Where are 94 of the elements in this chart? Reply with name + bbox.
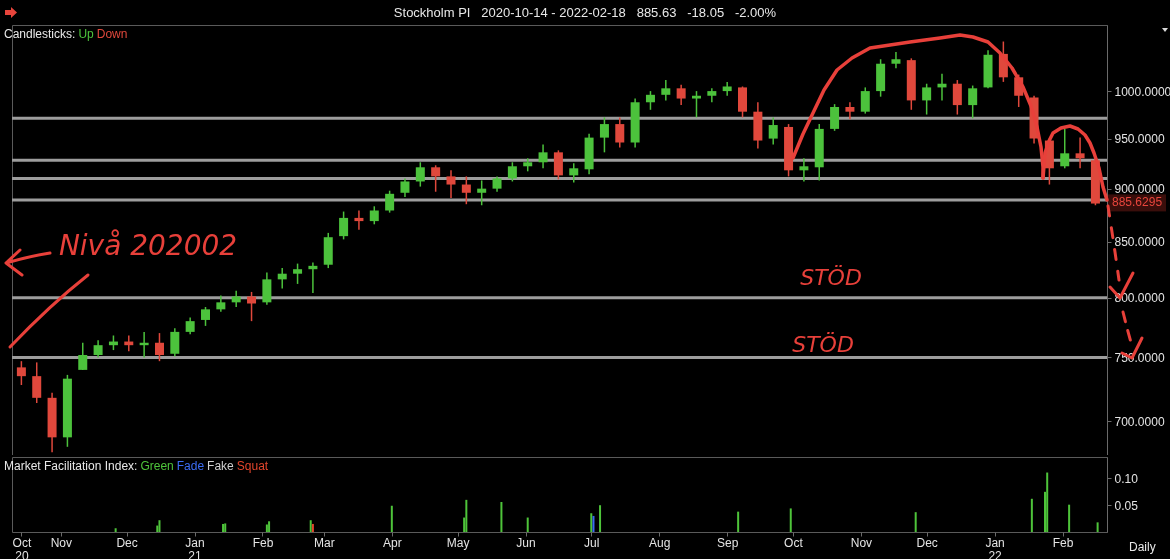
x-tick-label: Apr [382, 535, 402, 550]
x-tick-label: Jun [516, 535, 536, 550]
candlestick [262, 271, 272, 306]
legend-label: Fake [207, 459, 234, 473]
bar [390, 505, 393, 532]
bar [465, 499, 468, 532]
candlestick [400, 177, 410, 198]
candlestick [645, 90, 655, 111]
candlestick [415, 161, 425, 188]
candlestick [477, 179, 487, 206]
candlestick [431, 164, 441, 193]
bar [1096, 522, 1099, 532]
candlestick [661, 79, 671, 102]
x-tick-label: Feb [252, 535, 274, 550]
candlestick [78, 342, 88, 371]
annotation: STÖD [800, 264, 862, 291]
y-tick-label: 1000.0000 [1114, 84, 1170, 99]
text: Squat [236, 459, 269, 473]
candlestick [799, 157, 809, 183]
candlestick [891, 51, 901, 69]
x-tick-label: Dec [916, 535, 938, 550]
candlestick [599, 116, 609, 154]
y-tick-label: 700.0000 [1114, 414, 1165, 429]
x-tick-label: Aug [649, 535, 671, 550]
text: Fade [176, 459, 205, 473]
bar [265, 524, 268, 532]
x-tick-label: Jan 21 [185, 535, 205, 559]
bar [114, 528, 117, 532]
candlestick [354, 209, 364, 231]
text: 885.6295 [1108, 194, 1167, 212]
legend-title: Market Facilitation Index: [4, 459, 138, 473]
x-tick-label: Oct 20 [12, 535, 32, 559]
candlestick [308, 261, 318, 294]
annotation: STÖD [792, 331, 854, 358]
text: Down [96, 27, 128, 41]
text: Green [140, 459, 174, 473]
candlestick [1060, 128, 1070, 170]
candlestick [768, 116, 778, 146]
bar [1046, 472, 1049, 532]
candlestick [293, 262, 303, 285]
x-tick-label: Nov [850, 535, 873, 550]
bar [1068, 504, 1071, 532]
candlestick [691, 90, 701, 119]
candlestick [615, 116, 625, 149]
x-tick-label: Feb [1052, 535, 1074, 550]
candlestick [860, 86, 870, 115]
x-tick-label: Nov [50, 535, 73, 550]
y-tick-label: 900.0000 [1114, 182, 1165, 197]
x-tick-label: Dec [116, 535, 138, 550]
x-tick-label: May [446, 535, 470, 550]
candlestick [952, 79, 962, 116]
candlestick [569, 162, 579, 184]
candlestick [507, 161, 517, 183]
x-tick-label: Jul [584, 535, 600, 550]
text: Up [78, 27, 94, 41]
candlestick [461, 175, 471, 205]
candlestick [32, 361, 42, 404]
candlestick [16, 360, 26, 386]
candlestick [845, 101, 855, 121]
candlestick [247, 291, 257, 322]
bar [526, 517, 529, 532]
text: Daily [1129, 540, 1156, 555]
bar [158, 520, 161, 532]
x-tick-label: Oct [784, 535, 804, 550]
y-tick-label: 0.05 [1114, 498, 1139, 513]
bar [914, 512, 917, 532]
bar [737, 511, 740, 532]
y-tick-label: 850.0000 [1114, 235, 1165, 250]
candlestick [339, 210, 349, 241]
candlestick [446, 169, 456, 199]
candlestick [922, 82, 932, 116]
candlestick [538, 143, 548, 170]
bar [268, 521, 271, 532]
candlestick [968, 84, 978, 120]
bar [500, 502, 503, 532]
candlestick [1075, 136, 1085, 170]
candlestick [676, 83, 686, 106]
bar [789, 508, 792, 532]
x-tick-label: Sep [717, 535, 739, 550]
y-tick-label: 0.10 [1114, 471, 1139, 486]
chart-title: Stockholm PI 2020-10-14 - 2022-02-18 885.63 -18.05 -2.00% [392, 5, 778, 20]
annotation: Nivå 202002 [58, 228, 238, 262]
bar [599, 505, 602, 532]
candlestick [830, 103, 840, 132]
y-tick-label: 950.0000 [1114, 132, 1165, 147]
candlestick [154, 332, 164, 362]
x-tick-label: Jan 22 [985, 535, 1005, 559]
candlestick [385, 189, 395, 214]
x-tick-label: Mar [314, 535, 335, 550]
candlestick [553, 149, 563, 181]
candlestick [201, 306, 211, 327]
candlestick [170, 327, 180, 357]
bar [1030, 498, 1033, 532]
legend-title: Candlesticks: [4, 27, 76, 41]
